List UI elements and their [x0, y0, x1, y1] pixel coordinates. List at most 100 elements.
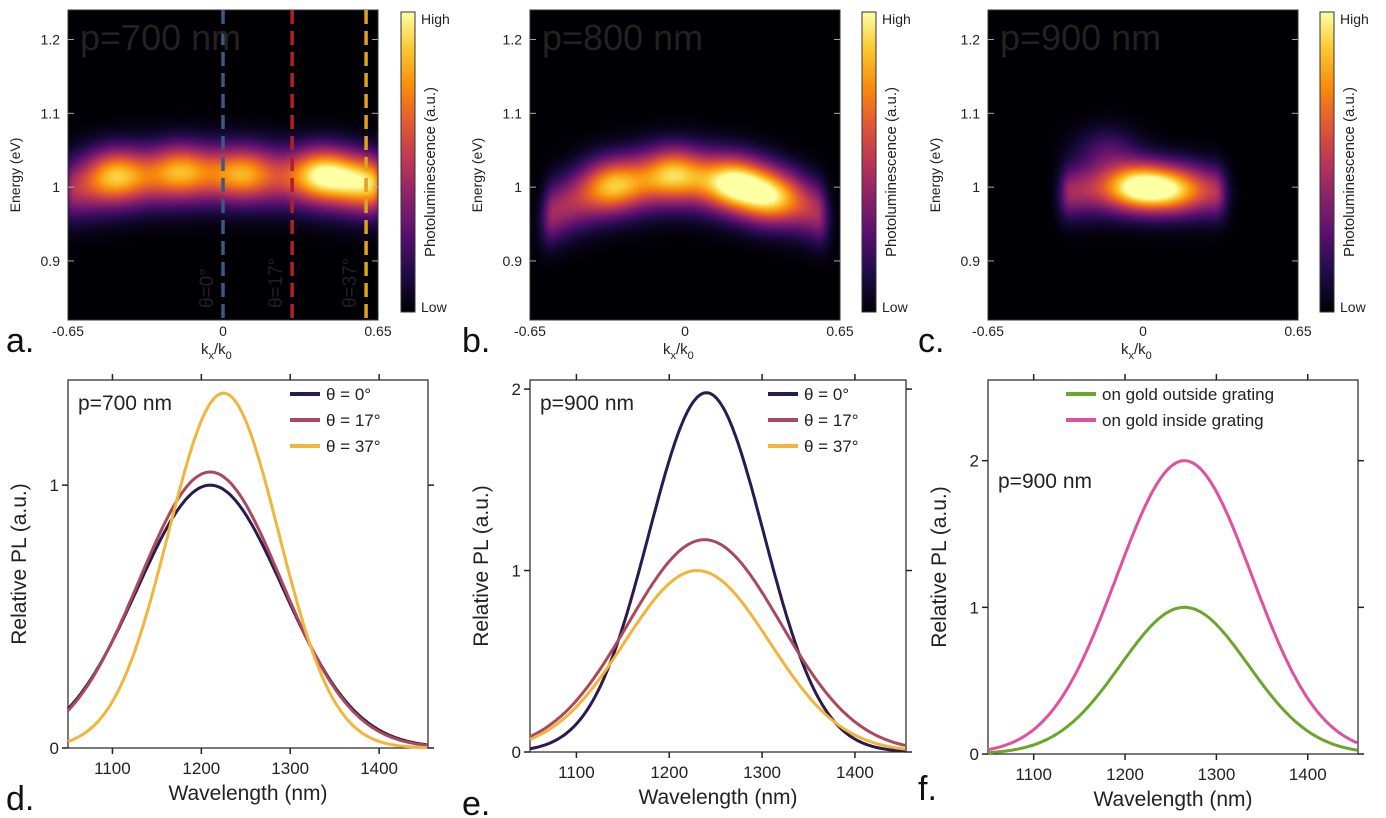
x-tick-label: -0.65 [972, 323, 1004, 339]
y-tick-label: 1.1 [41, 105, 61, 121]
x-tick-label: 0 [681, 323, 689, 339]
x-tick-label: 0 [1139, 323, 1147, 339]
series-line [529, 391, 906, 753]
y-tick-label: 0.9 [961, 253, 981, 269]
y-tick-label: 1 [514, 179, 522, 195]
panel-letter: e. [462, 785, 490, 818]
x-axis-label: Wavelength (nm) [1093, 788, 1252, 811]
x-tick-label: 1200 [182, 759, 220, 778]
panel-annotation: p=900 nm [998, 470, 1092, 493]
x-tick-label: 1300 [1197, 765, 1235, 784]
panel-letter: a. [6, 322, 34, 360]
heatmap-panel-1: θ=0° θ=17° θ=37° p=700 nm 0.9 1 1.1 1.2 -0.65 0 0.… [6, 9, 450, 362]
x-axis-label: kx/k0 [663, 341, 694, 362]
x-tick-label: 0 [219, 323, 227, 339]
colorbar-low-label: Low [1340, 299, 1367, 315]
legend-label: on gold outside grating [1102, 385, 1274, 404]
x-tick-label: 1100 [1015, 765, 1052, 784]
y-tick-label: 1.1 [961, 105, 981, 121]
x-tick-label: 1200 [650, 763, 688, 782]
plot-frame [987, 379, 1359, 755]
colorbar-low-label: Low [882, 299, 909, 315]
heatmap-image [530, 10, 840, 320]
panel-annotation: p=700 nm [78, 392, 172, 415]
colorbar-label: Photoluminescence (a.u.) [1341, 87, 1358, 257]
plot-frame [67, 379, 429, 749]
series-line [987, 605, 1358, 755]
legend-label: θ = 17° [804, 411, 859, 430]
y-tick-label: 1.1 [503, 105, 523, 121]
heatmap-title: p=900 nm [1000, 17, 1161, 58]
angle-label: θ=0° [197, 268, 218, 308]
x-tick-label: 0.65 [1284, 323, 1311, 339]
x-tick-label: 0.65 [364, 323, 391, 339]
legend-label: θ = 0° [326, 385, 371, 404]
angle-label: θ=37° [340, 258, 361, 308]
x-tick-label: 1400 [836, 763, 874, 782]
y-axis-label: Relative PL (a.u.) [470, 485, 493, 646]
series-line [66, 470, 428, 747]
y-tick-label: 0 [970, 745, 979, 764]
heatmap-title: p=800 nm [542, 17, 703, 58]
x-tick-label: 1300 [271, 759, 309, 778]
heatmap-panels: θ=0° θ=17° θ=37° p=700 nm 0.9 1 1.1 1.2 -0.65 0 0.… [6, 9, 1369, 362]
heatmap-panel-3: p=900 nm 0.9 1 1.1 1.2 -0.65 0 0.65 kx/k0 Energy … [918, 9, 1369, 362]
x-tick-label: 1400 [1289, 765, 1327, 784]
legend-label: on gold inside grating [1102, 411, 1264, 430]
y-tick-label: 1 [50, 476, 59, 495]
legend-label: θ = 0° [804, 385, 849, 404]
y-tick-label: 0.9 [503, 253, 523, 269]
x-tick-label: 0.65 [826, 323, 853, 339]
colorbar-low-label: Low [421, 299, 448, 315]
heatmap-title: p=700 nm [80, 17, 241, 58]
heatmap-panel-2: p=800 nm 0.9 1 1.1 1.2 -0.65 0 0.65 kx/k0 Energy … [462, 9, 911, 362]
colorbar-high-label: High [1340, 11, 1369, 27]
x-tick-label: 1100 [558, 763, 595, 782]
x-tick-label: 1300 [743, 763, 781, 782]
x-tick-label: 1200 [1106, 765, 1144, 784]
legend-label: θ = 17° [326, 411, 381, 430]
y-tick-label: 2 [512, 380, 521, 399]
series-line [987, 459, 1358, 752]
spectrum-panels: 1100 1200 1300 1400 0 1 θ = 0° θ = 17° θ = 37° p=… [6, 374, 1364, 818]
y-tick-label: 0.9 [41, 253, 61, 269]
x-tick-label: -0.65 [514, 323, 546, 339]
x-axis-label: kx/k0 [201, 341, 232, 362]
y-tick-label: 1 [972, 179, 980, 195]
angle-label: θ=17° [266, 258, 287, 308]
series-line [67, 391, 428, 750]
series-line [529, 538, 906, 747]
colorbar [861, 11, 877, 313]
colorbar-label: Photoluminescence (a.u.) [883, 87, 900, 257]
series-line [529, 568, 906, 751]
y-tick-label: 1.2 [961, 32, 981, 48]
x-tick-label: 1100 [94, 759, 131, 778]
y-tick-label: 1.2 [41, 32, 61, 48]
colorbar-high-label: High [421, 11, 450, 27]
y-tick-label: 0 [50, 739, 59, 758]
x-axis-label: Wavelength (nm) [168, 782, 327, 805]
y-tick-label: 1 [970, 598, 979, 617]
heatmap-frame [987, 9, 1299, 321]
y-axis-label: Energy (eV) [469, 138, 485, 213]
x-tick-label: -0.65 [52, 323, 84, 339]
y-tick-label: 1.2 [503, 32, 523, 48]
legend-label: θ = 37° [326, 437, 381, 456]
heatmap-frame [529, 9, 841, 321]
panel-letter: d. [6, 780, 34, 818]
legend-label: θ = 37° [804, 437, 859, 456]
y-axis-label: Relative PL (a.u.) [928, 486, 951, 647]
x-axis-label: kx/k0 [1121, 341, 1152, 362]
y-tick-label: 1 [52, 179, 60, 195]
panel-letter: b. [462, 322, 490, 360]
colorbar-high-label: High [882, 11, 911, 27]
colorbar [400, 11, 416, 313]
spectrum-panel-3: 1100 1200 1300 1400 0 1 2 on gold outside grati… [918, 374, 1364, 811]
x-tick-label: 1400 [360, 759, 398, 778]
colorbar-label: Photoluminescence (a.u.) [422, 87, 439, 257]
y-axis-label: Energy (eV) [7, 138, 23, 213]
heatmap-image [988, 10, 1298, 320]
x-axis-label: Wavelength (nm) [638, 786, 797, 809]
y-axis-label: Relative PL (a.u.) [8, 483, 31, 644]
